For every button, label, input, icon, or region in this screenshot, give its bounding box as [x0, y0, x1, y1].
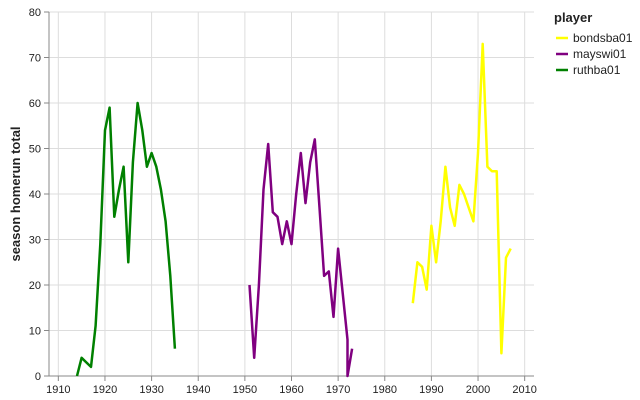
y-tick-label: 10	[29, 326, 41, 338]
legend-title: player	[554, 10, 592, 25]
y-tick-label: 80	[29, 7, 41, 19]
x-tick-label: 1930	[139, 384, 163, 396]
x-tick-label: 1990	[419, 384, 443, 396]
y-tick-label: 70	[29, 53, 41, 65]
x-tick-label: 1960	[279, 384, 303, 396]
x-tick-label: 1980	[373, 384, 397, 396]
x-tick-label: 1940	[186, 384, 210, 396]
axes: 0 10 20 30 40 50 60 70 80 1910 1920 1930 1940 1950 196…	[29, 7, 537, 396]
y-tick-label: 20	[29, 280, 41, 292]
x-tick-label: 2010	[512, 384, 536, 396]
y-tick-label: 30	[29, 235, 41, 247]
y-axis-title: season homerun total	[8, 126, 23, 261]
legend: player bondsba01 mayswi01 ruthba01	[554, 10, 633, 77]
y-tick-label: 60	[29, 98, 41, 110]
x-tick-label: 2000	[466, 384, 490, 396]
x-tick-label: 1910	[46, 384, 70, 396]
x-tick-label: 1920	[93, 384, 117, 396]
series-line-ruthba01	[75, 101, 177, 377]
y-tick-label: 0	[35, 371, 41, 383]
series-line-bondsba01	[411, 42, 512, 355]
legend-label-ruthba01: ruthba01	[573, 63, 621, 77]
legend-label-mayswi01: mayswi01	[573, 47, 627, 61]
y-tick-label: 50	[29, 144, 41, 156]
legend-label-bondsba01: bondsba01	[573, 31, 633, 45]
x-tick-label: 1970	[326, 384, 350, 396]
y-tick-label: 40	[29, 189, 41, 201]
series-lines	[75, 42, 512, 378]
series-line-mayswi01	[248, 138, 354, 378]
x-tick-label: 1950	[233, 384, 257, 396]
gridlines	[49, 11, 534, 377]
